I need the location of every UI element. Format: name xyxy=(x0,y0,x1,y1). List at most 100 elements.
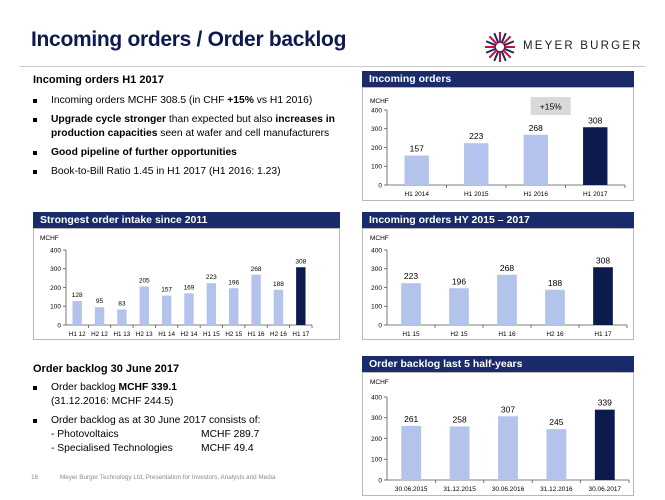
y-tick-label: 300 xyxy=(371,126,382,133)
backlog-bullet-list: Order backlog MCHF 339.1 (31.12.2016: MC… xyxy=(33,381,338,461)
x-tick-label: H1 2017 xyxy=(583,191,608,198)
strongest-intake-chart-box: MCHF 0 100 200 300 400 128 H1 12 95 H2 12 83 H1 13 2… xyxy=(33,228,340,340)
bullet-square-icon xyxy=(33,386,37,390)
y-tick-label: 200 xyxy=(371,436,382,443)
backlog-value: MCHF 339.1 xyxy=(118,382,177,393)
bullet-square-icon xyxy=(33,151,37,155)
y-tick-label: 400 xyxy=(371,247,382,254)
bar-value-label: 268 xyxy=(251,266,262,273)
bar-value-label: 128 xyxy=(72,292,83,299)
x-tick-label: H1 17 xyxy=(292,331,309,338)
x-tick-label: H2 15 xyxy=(450,331,468,338)
x-tick-label: 30.06.2015 xyxy=(395,486,428,493)
y-tick-label: 300 xyxy=(371,266,382,273)
backlog-item-value: MCHF 289.7 xyxy=(201,429,260,440)
footer-text: Meyer Burger Technology Ltd, Presentatio… xyxy=(60,474,276,481)
backlog-composition-text: Order backlog as at 30 June 2017 consist… xyxy=(51,415,261,426)
logo-ray xyxy=(488,49,498,59)
x-tick-label: H1 2015 xyxy=(464,191,489,198)
logo-ray xyxy=(493,50,500,62)
bullet-text-run: Good pipeline of further opportunities xyxy=(51,147,237,158)
x-tick-label: 30.06.2017 xyxy=(589,486,622,493)
logo-ray xyxy=(485,47,497,54)
header-divider xyxy=(20,66,645,67)
backlog-item-label: - Photovoltaics xyxy=(51,429,119,440)
bar xyxy=(184,293,194,325)
x-tick-label: H2 13 xyxy=(136,331,153,338)
y-tick-label: 200 xyxy=(371,285,382,292)
bar xyxy=(583,127,608,185)
backlog-heading: Order backlog 30 June 2017 xyxy=(33,363,180,375)
x-tick-label: 30.06.2016 xyxy=(492,486,525,493)
x-tick-label: H1 14 xyxy=(158,331,175,338)
logo-ray xyxy=(503,40,515,47)
order-backlog-chart: MCHF 0 100 200 300 400 261 30.06.2015 258 31.12.2… xyxy=(370,379,630,493)
bar xyxy=(206,283,217,325)
page-title: Incoming orders / Order backlog xyxy=(31,28,347,51)
bullet-square-icon xyxy=(33,419,37,423)
y-tick-label: 100 xyxy=(50,304,61,311)
bar-value-label: 245 xyxy=(549,417,563,427)
bar-value-label: 223 xyxy=(469,131,483,141)
backlog-bullet: Order backlog MCHF 339.1 (31.12.2016: MC… xyxy=(33,381,338,409)
bullet-square-icon xyxy=(33,170,37,174)
y-tick-label: 100 xyxy=(371,164,382,171)
x-tick-label: H1 15 xyxy=(402,331,420,338)
footer: 16 Meyer Burger Technology Ltd, Presentat… xyxy=(31,474,298,481)
x-tick-label: H1 16 xyxy=(248,331,265,338)
x-tick-label: H1 12 xyxy=(69,331,86,338)
y-tick-label: 100 xyxy=(371,457,382,464)
bar xyxy=(273,289,284,325)
bar xyxy=(498,416,518,480)
bar-value-label: 188 xyxy=(548,278,562,288)
incoming-orders-chart-box: MCHF 0 100 200 300 400 157 H1 2014 223 H1 2015 268… xyxy=(362,87,634,201)
bar xyxy=(523,134,548,185)
bar xyxy=(117,309,127,325)
y-tick-label: 400 xyxy=(371,107,382,114)
bar-value-label: 261 xyxy=(404,414,418,424)
bar-value-label: 268 xyxy=(500,263,514,273)
incoming-bullet: Upgrade cycle stronger than expected but… xyxy=(33,113,338,141)
bullet-square-icon xyxy=(33,118,37,122)
y-tick-label: 300 xyxy=(50,266,61,273)
bar-value-label: 268 xyxy=(529,123,543,133)
logo-star-icon xyxy=(485,32,515,62)
y-tick-label: 200 xyxy=(371,145,382,152)
bullet-text-run: seen at wafer and cell manufacturers xyxy=(157,128,330,139)
annotation-box xyxy=(530,97,571,115)
y-tick-label: 300 xyxy=(371,415,382,422)
backlog-item: - Photovoltaics MCHF 289.7 xyxy=(51,428,338,442)
bar xyxy=(449,288,469,325)
logo-ray xyxy=(502,49,512,59)
y-axis-label: MCHF xyxy=(370,98,389,105)
logo-ray xyxy=(503,47,515,54)
bar-value-label: 223 xyxy=(206,274,217,281)
bar xyxy=(497,274,517,325)
bar xyxy=(139,286,149,325)
incoming-bullet-list: Incoming orders MCHF 308.5 (in CHF +15% … xyxy=(33,94,338,184)
incoming-bullet: Good pipeline of further opportunities xyxy=(33,146,338,160)
bar xyxy=(251,274,261,325)
x-tick-label: H1 17 xyxy=(594,331,612,338)
bar xyxy=(161,295,172,325)
bar-value-label: 308 xyxy=(588,115,602,125)
incoming-orders-header: Incoming orders xyxy=(362,71,634,87)
bar xyxy=(296,267,306,325)
logo-ray xyxy=(500,50,507,62)
order-backlog-header: Order backlog last 5 half-years xyxy=(362,356,634,372)
x-tick-label: H2 15 xyxy=(225,331,242,338)
logo-ray xyxy=(488,35,498,45)
backlog-bullet-text: Order backlog xyxy=(51,382,119,393)
backlog-item-value: MCHF 49.4 xyxy=(201,443,254,454)
logo-ray xyxy=(485,40,497,47)
y-tick-label: 0 xyxy=(378,322,382,329)
bar-value-label: 169 xyxy=(184,284,195,291)
backlog-bullet: Order backlog as at 30 June 2017 consist… xyxy=(33,414,338,456)
x-tick-label: 31.12.2015 xyxy=(443,486,476,493)
logo-ray xyxy=(500,32,507,44)
y-tick-label: 0 xyxy=(378,182,382,189)
strongest-intake-header: Strongest order intake since 2011 xyxy=(33,212,340,228)
y-axis-label: MCHF xyxy=(370,379,389,386)
x-tick-label: H1 2016 xyxy=(523,191,548,198)
incoming-hy-chart-box: MCHF 0 100 200 300 400 223 H1 15 196 H2 15 268 H1 1… xyxy=(362,228,634,340)
